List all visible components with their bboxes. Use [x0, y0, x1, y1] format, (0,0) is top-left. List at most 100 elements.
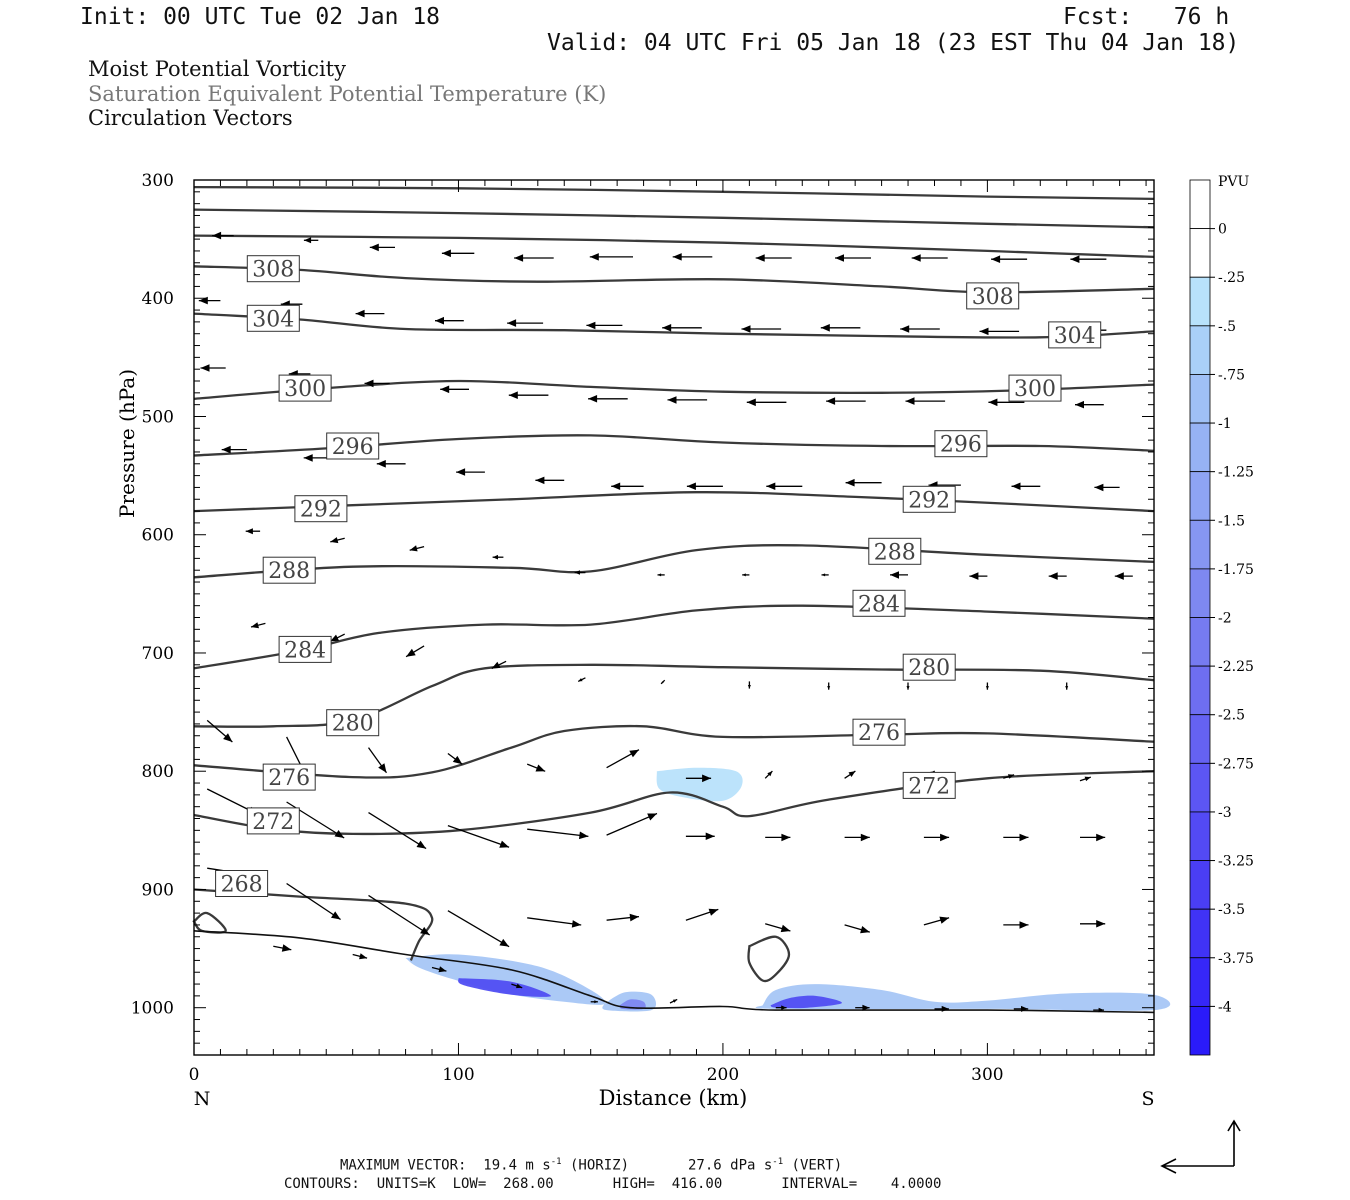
vector-head — [200, 364, 210, 372]
vector-head — [535, 764, 546, 772]
vector-arrow — [667, 396, 708, 404]
vector-arrow — [507, 319, 544, 327]
contour-line-288 — [193, 544, 1155, 579]
vector-arrow — [250, 622, 266, 629]
vector-arrow — [844, 833, 870, 842]
vector-head — [905, 397, 915, 405]
vector-head — [661, 681, 664, 684]
contour-label-text: 296 — [332, 435, 374, 460]
vector-arrow — [657, 573, 665, 577]
vector-arrow — [206, 719, 233, 743]
vector-arrow — [606, 913, 640, 922]
contour-label: 284 — [852, 589, 906, 617]
vector-arrow — [660, 679, 666, 685]
vector-arrow — [447, 910, 510, 948]
contour-label-text: 284 — [284, 638, 326, 663]
colorbar-box — [1189, 568, 1211, 618]
vector-head — [979, 327, 989, 336]
y-tick-label: 800 — [142, 762, 174, 782]
vector-arrow — [746, 398, 787, 407]
contour-labels: 308 308 304 304 300 300 296 296 292 292 288 288 284 2… — [215, 255, 1102, 898]
colorbar-box — [1189, 325, 1211, 375]
vector-arrow — [1114, 572, 1133, 580]
vector-head — [499, 938, 510, 947]
vector-head — [331, 911, 341, 920]
vector-arrow — [905, 397, 946, 405]
vector-arrow — [1011, 482, 1041, 490]
colorbar-box — [1189, 665, 1211, 716]
vector-head — [1019, 921, 1029, 929]
vector-arrow — [755, 254, 792, 262]
contour-label: 276 — [852, 718, 906, 746]
contour-label-text: 304 — [252, 307, 294, 332]
vector-head — [780, 924, 791, 933]
contour-label: 292 — [294, 495, 348, 523]
vector-head — [364, 379, 374, 388]
contour-label-box — [902, 771, 956, 799]
vector-arrow — [985, 682, 989, 690]
contour-label-box — [294, 495, 348, 523]
vector-arrow — [1003, 833, 1029, 842]
vector-arrow — [991, 255, 1028, 263]
contour-line-276 — [193, 724, 1155, 779]
vector-head — [826, 397, 836, 405]
vector-arrow — [367, 747, 388, 774]
vector-arrow — [741, 325, 782, 333]
contour-label: 288 — [262, 556, 316, 584]
y-tick-label: 500 — [142, 407, 174, 427]
vector-arrow — [1003, 921, 1029, 929]
vector-head — [571, 920, 582, 928]
vector-head — [508, 391, 518, 399]
contour-label-box — [902, 653, 956, 681]
vector-head — [781, 1005, 787, 1010]
y-tick-label: 300 — [142, 171, 174, 191]
vector-arrow — [979, 327, 1020, 336]
vector-head — [686, 482, 696, 490]
vector-arrow — [456, 468, 485, 476]
contour-label: 272 — [902, 771, 956, 799]
colorbar-box — [1189, 228, 1211, 278]
contour-label-text: 300 — [1014, 377, 1056, 402]
contour-line-1 — [193, 208, 1155, 229]
vector-arrow — [526, 763, 546, 772]
contour-label-box — [934, 430, 988, 458]
vector-head — [499, 840, 510, 848]
vector-head — [574, 570, 580, 575]
vector-arrow — [855, 1004, 870, 1011]
contour-label-box — [902, 485, 956, 513]
x-end-label-north: N — [194, 1088, 211, 1110]
vector-arrow — [1065, 682, 1069, 690]
contour-label: 304 — [1048, 321, 1102, 349]
reference-vector — [1160, 1119, 1241, 1174]
vector-arrow — [492, 554, 504, 560]
vector-arrow — [672, 253, 713, 261]
y-axis-label: Pressure (hPa) — [115, 369, 139, 518]
vector-arrow — [330, 633, 345, 642]
vector-arrow — [669, 998, 678, 1004]
vector-arrow — [286, 882, 341, 921]
contour-label-box — [852, 589, 906, 617]
vector-head — [245, 528, 253, 535]
vector-head — [1007, 774, 1015, 779]
colorbar-box — [1189, 179, 1211, 230]
colorbar-label: -.75 — [1218, 367, 1245, 383]
vector-head — [940, 833, 950, 842]
vector-arrow — [826, 397, 866, 405]
vector-arrow — [662, 324, 702, 332]
x-axis-label: Distance (km) — [599, 1086, 748, 1110]
contour-label: 304 — [246, 304, 300, 332]
vector-arrow — [364, 379, 390, 388]
colorbar-label: -2.75 — [1218, 756, 1254, 772]
vector-arrow — [765, 923, 791, 933]
vector-head — [629, 913, 639, 922]
vector-arrow — [844, 770, 856, 779]
pv-region-4 — [656, 767, 743, 802]
vector-shaft — [368, 894, 431, 936]
vector-arrow — [368, 894, 431, 936]
vector-arrow — [355, 309, 385, 318]
vector-head — [416, 840, 427, 849]
vector-head — [860, 926, 870, 934]
vector-arrow — [1079, 776, 1092, 782]
vector-arrow — [685, 832, 715, 840]
